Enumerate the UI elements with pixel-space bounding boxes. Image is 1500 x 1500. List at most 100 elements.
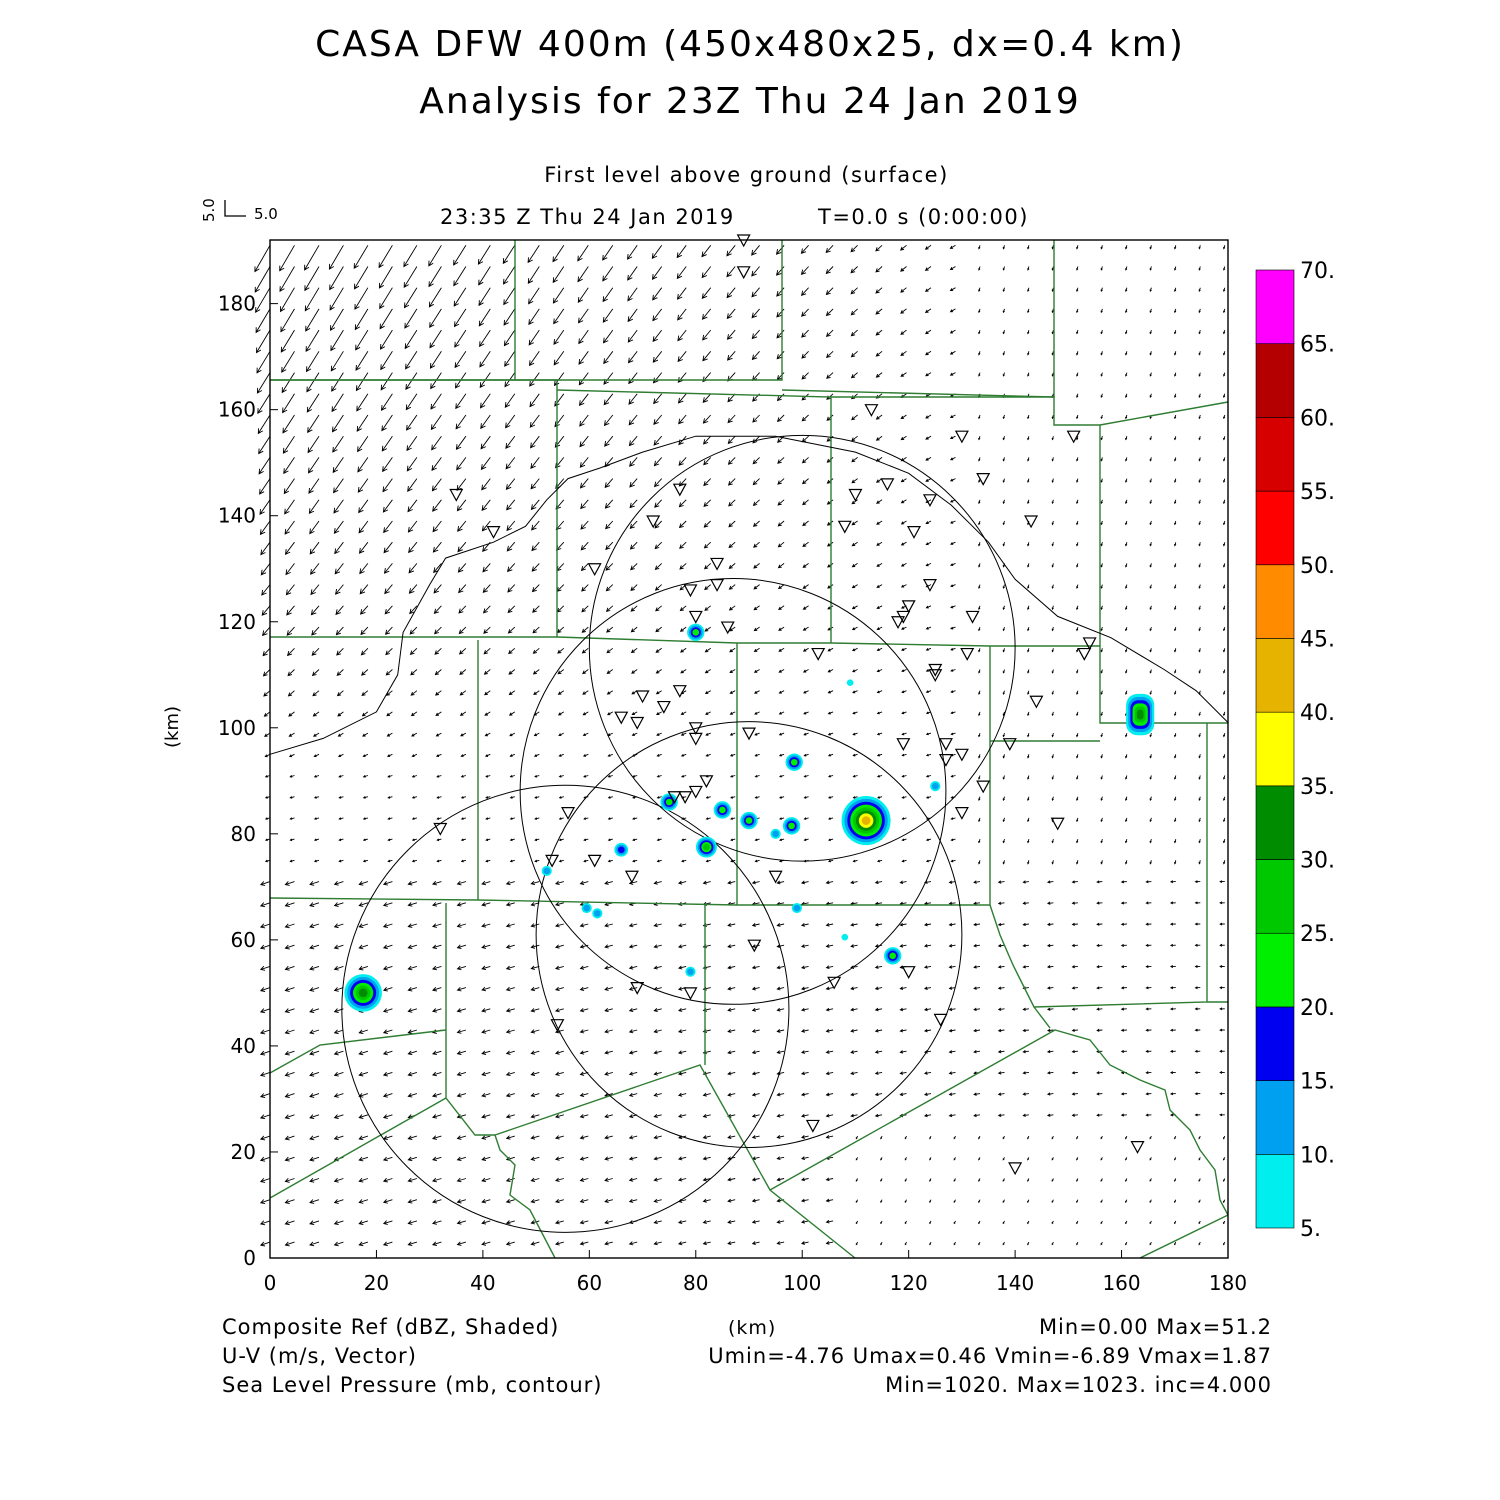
wind-vector: [727, 1029, 736, 1033]
wind-vector: [949, 350, 956, 355]
wind-vector: [880, 1157, 883, 1161]
x-tick-label: 160: [1102, 1271, 1140, 1295]
wind-vector: [403, 266, 418, 288]
wind-vector: [411, 838, 418, 842]
wind-vector: [505, 414, 516, 429]
wind-vector: [925, 647, 932, 651]
wind-vector: [654, 499, 663, 508]
wind-vector: [876, 605, 883, 609]
wind-vector: [656, 732, 662, 736]
wind-vector: [1076, 626, 1079, 632]
wind-vector: [259, 902, 271, 908]
wind-vector: [628, 1071, 638, 1076]
wind-vector: [288, 753, 295, 758]
wind-vector: [431, 435, 442, 451]
wind-vector: [800, 1071, 809, 1076]
wind-vector: [505, 1071, 515, 1077]
wind-vector: [505, 435, 516, 449]
wind-vector: [1149, 817, 1152, 823]
wind-vector: [1100, 860, 1103, 865]
wind-vector: [1076, 436, 1079, 441]
radar-ring: [535, 721, 963, 1148]
wind-vector: [580, 541, 589, 551]
wind-vector: [554, 986, 564, 992]
wind-vector: [607, 753, 613, 757]
wind-vector: [357, 478, 369, 493]
wind-vector: [978, 605, 981, 611]
wind-vector: [727, 457, 736, 465]
wind-vector: [628, 880, 638, 885]
wind-vector: [925, 838, 932, 842]
wind-vector: [900, 499, 907, 504]
wind-vector: [1100, 648, 1103, 653]
wind-vector: [727, 1071, 736, 1076]
wind-vector: [382, 457, 393, 473]
wind-vector: [1198, 775, 1201, 780]
wind-vector: [628, 1198, 638, 1203]
wind-vector: [284, 881, 295, 886]
wind-vector: [628, 1050, 638, 1055]
wind-vector: [313, 796, 320, 799]
wind-vector: [1145, 965, 1152, 969]
wind-vector: [485, 838, 491, 842]
wind-vector: [308, 499, 320, 515]
wind-vector: [800, 1135, 809, 1139]
wind-vector: [904, 1178, 907, 1182]
wind-vector: [850, 372, 858, 379]
wind-vector: [1022, 1092, 1029, 1096]
wind-vector: [702, 880, 711, 885]
wind-vector: [776, 1177, 785, 1182]
wind-vector: [900, 287, 907, 293]
wind-vector: [1076, 775, 1079, 780]
forecast-time-label: T=0.0 s (0:00:00): [818, 205, 1029, 229]
wind-vector: [950, 817, 956, 820]
wind-vector: [925, 329, 932, 335]
chart-title-line2: Analysis for 23Z Thu 24 Jan 2019: [419, 81, 1081, 122]
wind-vector: [900, 478, 907, 483]
wind-vector: [876, 647, 883, 652]
wind-vector: [411, 796, 418, 799]
wind-vector: [627, 351, 638, 364]
wind-vector: [1051, 860, 1054, 865]
wind-vector: [923, 965, 932, 969]
wind-vector: [581, 626, 589, 633]
wind-vector: [1051, 1157, 1054, 1161]
wind-vector: [1096, 1007, 1103, 1011]
wind-vector: [997, 1007, 1005, 1011]
wind-vector: [387, 859, 393, 863]
wind-vector: [1002, 1135, 1005, 1140]
wind-vector: [1120, 1007, 1127, 1011]
wind-vector: [1219, 880, 1225, 883]
wind-vector: [582, 690, 589, 695]
wind-vector: [478, 266, 491, 286]
wind-vector: [1169, 880, 1176, 884]
wind-vector: [382, 902, 393, 907]
wind-vector: [629, 478, 638, 488]
wind-vector: [602, 266, 614, 282]
wind-vector: [978, 499, 981, 505]
wind-vector: [950, 520, 956, 524]
wind-vector: [950, 669, 956, 672]
wind-vector: [850, 1050, 858, 1054]
wind-vector: [1100, 457, 1103, 462]
wind-vector: [929, 1157, 932, 1161]
wind-vector: [529, 393, 540, 408]
wind-vector: [754, 732, 760, 736]
wind-vector: [850, 986, 858, 991]
wind-vector: [456, 457, 467, 471]
wind-vector: [676, 245, 687, 259]
wind-vector: [1076, 414, 1079, 420]
wind-vector: [751, 880, 760, 885]
station-marker: [922, 579, 937, 592]
wind-vector: [679, 541, 687, 549]
vector-key-arrow: [224, 200, 246, 217]
wind-vector: [1002, 287, 1005, 292]
wind-vector: [626, 245, 638, 260]
wind-vector: [554, 880, 564, 886]
wind-vector: [925, 520, 932, 524]
wind-vector: [1174, 436, 1177, 441]
wind-vector: [1022, 1113, 1029, 1117]
wind-vector: [534, 796, 540, 799]
wind-vector: [456, 1156, 467, 1162]
wind-vector: [1002, 860, 1005, 865]
